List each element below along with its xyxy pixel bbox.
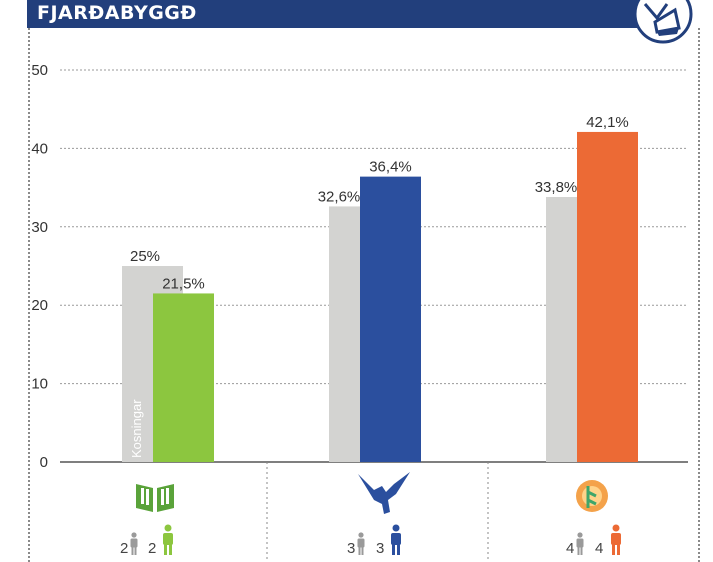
person-green-icon [163,524,173,555]
right-dotted-border [698,28,700,562]
series-label-in-bar: Kosningar [129,399,144,458]
y-tick-label: 20 [31,297,48,314]
seats-current: 3 [376,540,385,557]
y-tick-label: 40 [31,140,48,157]
bar-current [360,176,421,462]
y-tick-label: 0 [40,454,48,471]
seats-previous: 4 [566,540,575,557]
data-label-previous: 25% [130,248,160,265]
book-icon [136,484,174,512]
sun-figure-icon [576,480,608,512]
data-label-current: 42,1% [586,114,629,131]
data-label-previous: 32,6% [318,188,361,205]
y-tick-label: 30 [31,219,48,236]
seats-previous: 2 [120,540,129,557]
newspaper-logo-icon [633,0,693,44]
data-label-current: 36,4% [369,159,412,176]
data-label-current: 21,5% [162,275,205,292]
person-blue-icon [391,524,401,555]
seats-current: 2 [148,540,157,557]
page-title: FJARÐABYGGÐ [37,2,197,24]
person-grey-icon [130,532,138,555]
header-bar: FJARÐABYGGÐ [27,0,677,28]
falcon-icon [358,472,410,514]
person-grey-icon [357,532,365,555]
bar-current [577,131,638,462]
person-orange-icon [611,524,621,555]
bar-current [153,293,214,462]
y-tick-label: 10 [31,376,48,393]
y-tick-label: 50 [31,62,48,79]
seats-current: 4 [595,540,604,557]
person-grey-icon [576,532,584,555]
left-dotted-border [28,28,30,562]
data-label-previous: 33,8% [535,179,578,196]
seats-previous: 3 [347,540,356,557]
